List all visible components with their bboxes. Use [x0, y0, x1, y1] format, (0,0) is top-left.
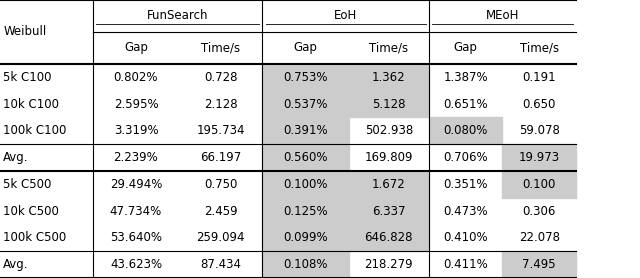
Text: 646.828: 646.828: [365, 231, 413, 244]
Text: Time/s: Time/s: [201, 41, 241, 54]
Text: 10k C500: 10k C500: [3, 205, 59, 218]
Text: 169.809: 169.809: [365, 151, 413, 164]
Text: 502.938: 502.938: [365, 124, 413, 137]
Text: FunSearch: FunSearch: [147, 9, 209, 23]
Text: Time/s: Time/s: [369, 41, 408, 54]
Text: 0.651%: 0.651%: [444, 98, 488, 111]
Bar: [349, 91, 429, 117]
Text: 2.128: 2.128: [204, 98, 237, 111]
Text: 0.391%: 0.391%: [284, 124, 328, 137]
Text: 5.128: 5.128: [372, 98, 406, 111]
Text: 0.099%: 0.099%: [284, 231, 328, 244]
Text: 0.411%: 0.411%: [444, 258, 488, 271]
Text: 59.078: 59.078: [519, 124, 559, 137]
Text: 195.734: 195.734: [196, 124, 245, 137]
Text: 2.239%: 2.239%: [114, 151, 158, 164]
Bar: [262, 144, 349, 171]
Text: Weibull: Weibull: [3, 26, 47, 38]
Text: 0.650: 0.650: [522, 98, 556, 111]
Text: 1.387%: 1.387%: [444, 71, 488, 84]
Bar: [262, 64, 349, 91]
Text: 47.734%: 47.734%: [110, 205, 162, 218]
Text: 100k C100: 100k C100: [3, 124, 67, 137]
Bar: [262, 117, 349, 144]
Text: 43.623%: 43.623%: [110, 258, 162, 271]
Text: 5k C500: 5k C500: [3, 178, 52, 191]
Text: 29.494%: 29.494%: [110, 178, 162, 191]
Text: 0.750: 0.750: [204, 178, 237, 191]
Text: 22.078: 22.078: [518, 231, 560, 244]
Text: 10k C100: 10k C100: [3, 98, 60, 111]
Text: 218.279: 218.279: [365, 258, 413, 271]
Text: 0.706%: 0.706%: [444, 151, 488, 164]
Text: 100k C500: 100k C500: [3, 231, 67, 244]
Text: 259.094: 259.094: [196, 231, 245, 244]
Text: 66.197: 66.197: [200, 151, 241, 164]
Text: 0.802%: 0.802%: [114, 71, 158, 84]
Text: MEoH: MEoH: [486, 9, 519, 23]
Text: 0.728: 0.728: [204, 71, 237, 84]
Text: Gap: Gap: [454, 41, 477, 54]
Text: 0.410%: 0.410%: [444, 231, 488, 244]
Text: 0.125%: 0.125%: [284, 205, 328, 218]
Text: 0.100%: 0.100%: [284, 178, 328, 191]
Bar: [262, 224, 349, 251]
Bar: [502, 251, 576, 278]
Text: 0.560%: 0.560%: [284, 151, 328, 164]
Text: 0.306: 0.306: [522, 205, 556, 218]
Bar: [262, 198, 349, 224]
Text: 0.100: 0.100: [522, 178, 556, 191]
Text: Gap: Gap: [124, 41, 148, 54]
Text: 0.351%: 0.351%: [444, 178, 488, 191]
Text: 87.434: 87.434: [200, 258, 241, 271]
Bar: [502, 171, 576, 198]
Bar: [349, 198, 429, 224]
Text: 1.362: 1.362: [372, 71, 406, 84]
Bar: [262, 251, 349, 278]
Text: 19.973: 19.973: [518, 151, 560, 164]
Text: Avg.: Avg.: [3, 258, 29, 271]
Bar: [262, 171, 349, 198]
Bar: [429, 117, 502, 144]
Text: 0.108%: 0.108%: [284, 258, 328, 271]
Text: Gap: Gap: [294, 41, 317, 54]
Text: 53.640%: 53.640%: [110, 231, 162, 244]
Text: 1.672: 1.672: [372, 178, 406, 191]
Bar: [349, 171, 429, 198]
Text: Time/s: Time/s: [520, 41, 559, 54]
Text: 0.753%: 0.753%: [284, 71, 328, 84]
Bar: [262, 91, 349, 117]
Text: 6.337: 6.337: [372, 205, 406, 218]
Text: 2.459: 2.459: [204, 205, 237, 218]
Text: 3.319%: 3.319%: [114, 124, 158, 137]
Bar: [349, 64, 429, 91]
Text: EoH: EoH: [334, 9, 357, 23]
Text: Avg.: Avg.: [3, 151, 29, 164]
Bar: [502, 144, 576, 171]
Text: 2.595%: 2.595%: [114, 98, 158, 111]
Bar: [349, 224, 429, 251]
Text: 0.473%: 0.473%: [444, 205, 488, 218]
Text: 0.537%: 0.537%: [284, 98, 328, 111]
Text: 0.080%: 0.080%: [444, 124, 488, 137]
Text: 7.495: 7.495: [522, 258, 556, 271]
Text: 0.191: 0.191: [522, 71, 556, 84]
Text: 5k C100: 5k C100: [3, 71, 52, 84]
